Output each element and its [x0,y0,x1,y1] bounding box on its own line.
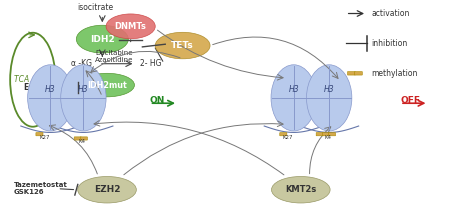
Text: H3: H3 [45,85,55,94]
Text: 2- HG: 2- HG [140,59,162,68]
Text: Tazemetostat
GSK126: Tazemetostat GSK126 [14,182,68,195]
FancyBboxPatch shape [36,133,43,136]
Text: DNMTs: DNMTs [115,22,146,31]
Text: IDH2mut: IDH2mut [87,81,127,90]
FancyBboxPatch shape [316,133,323,136]
Ellipse shape [80,73,135,97]
FancyBboxPatch shape [328,133,336,136]
FancyBboxPatch shape [280,133,287,136]
Text: K4: K4 [324,135,331,140]
Text: H3: H3 [78,85,89,94]
Text: Decitabine
Azacitidine: Decitabine Azacitidine [95,50,133,63]
Text: H3: H3 [324,85,335,94]
FancyBboxPatch shape [355,72,362,75]
Ellipse shape [27,65,73,131]
Ellipse shape [271,65,317,131]
Ellipse shape [307,65,352,131]
Text: KMT2s: KMT2s [285,185,317,194]
Ellipse shape [61,65,106,131]
Text: ON: ON [150,95,165,104]
Text: inhibition: inhibition [372,39,408,48]
Text: α -KG: α -KG [71,59,91,68]
Text: methylation: methylation [372,69,418,78]
Text: H3: H3 [288,85,299,94]
FancyBboxPatch shape [74,137,81,140]
FancyBboxPatch shape [322,133,329,136]
Text: IDH2: IDH2 [90,35,115,44]
Ellipse shape [78,177,137,203]
Ellipse shape [272,177,330,203]
Text: TCA cycle: TCA cycle [14,75,51,84]
Ellipse shape [76,25,128,53]
Text: TETs: TETs [171,41,194,50]
Text: EZH2: EZH2 [94,185,120,194]
Text: K27: K27 [39,135,50,140]
Ellipse shape [155,32,210,59]
Text: Enasidenib: Enasidenib [23,83,71,92]
Text: isocitrate: isocitrate [77,3,113,12]
Text: OFF: OFF [400,95,420,104]
Ellipse shape [106,14,155,39]
Text: activation: activation [372,9,410,18]
Text: K27: K27 [283,135,293,140]
FancyBboxPatch shape [80,137,87,140]
Text: K4: K4 [79,139,85,144]
FancyBboxPatch shape [347,72,355,75]
